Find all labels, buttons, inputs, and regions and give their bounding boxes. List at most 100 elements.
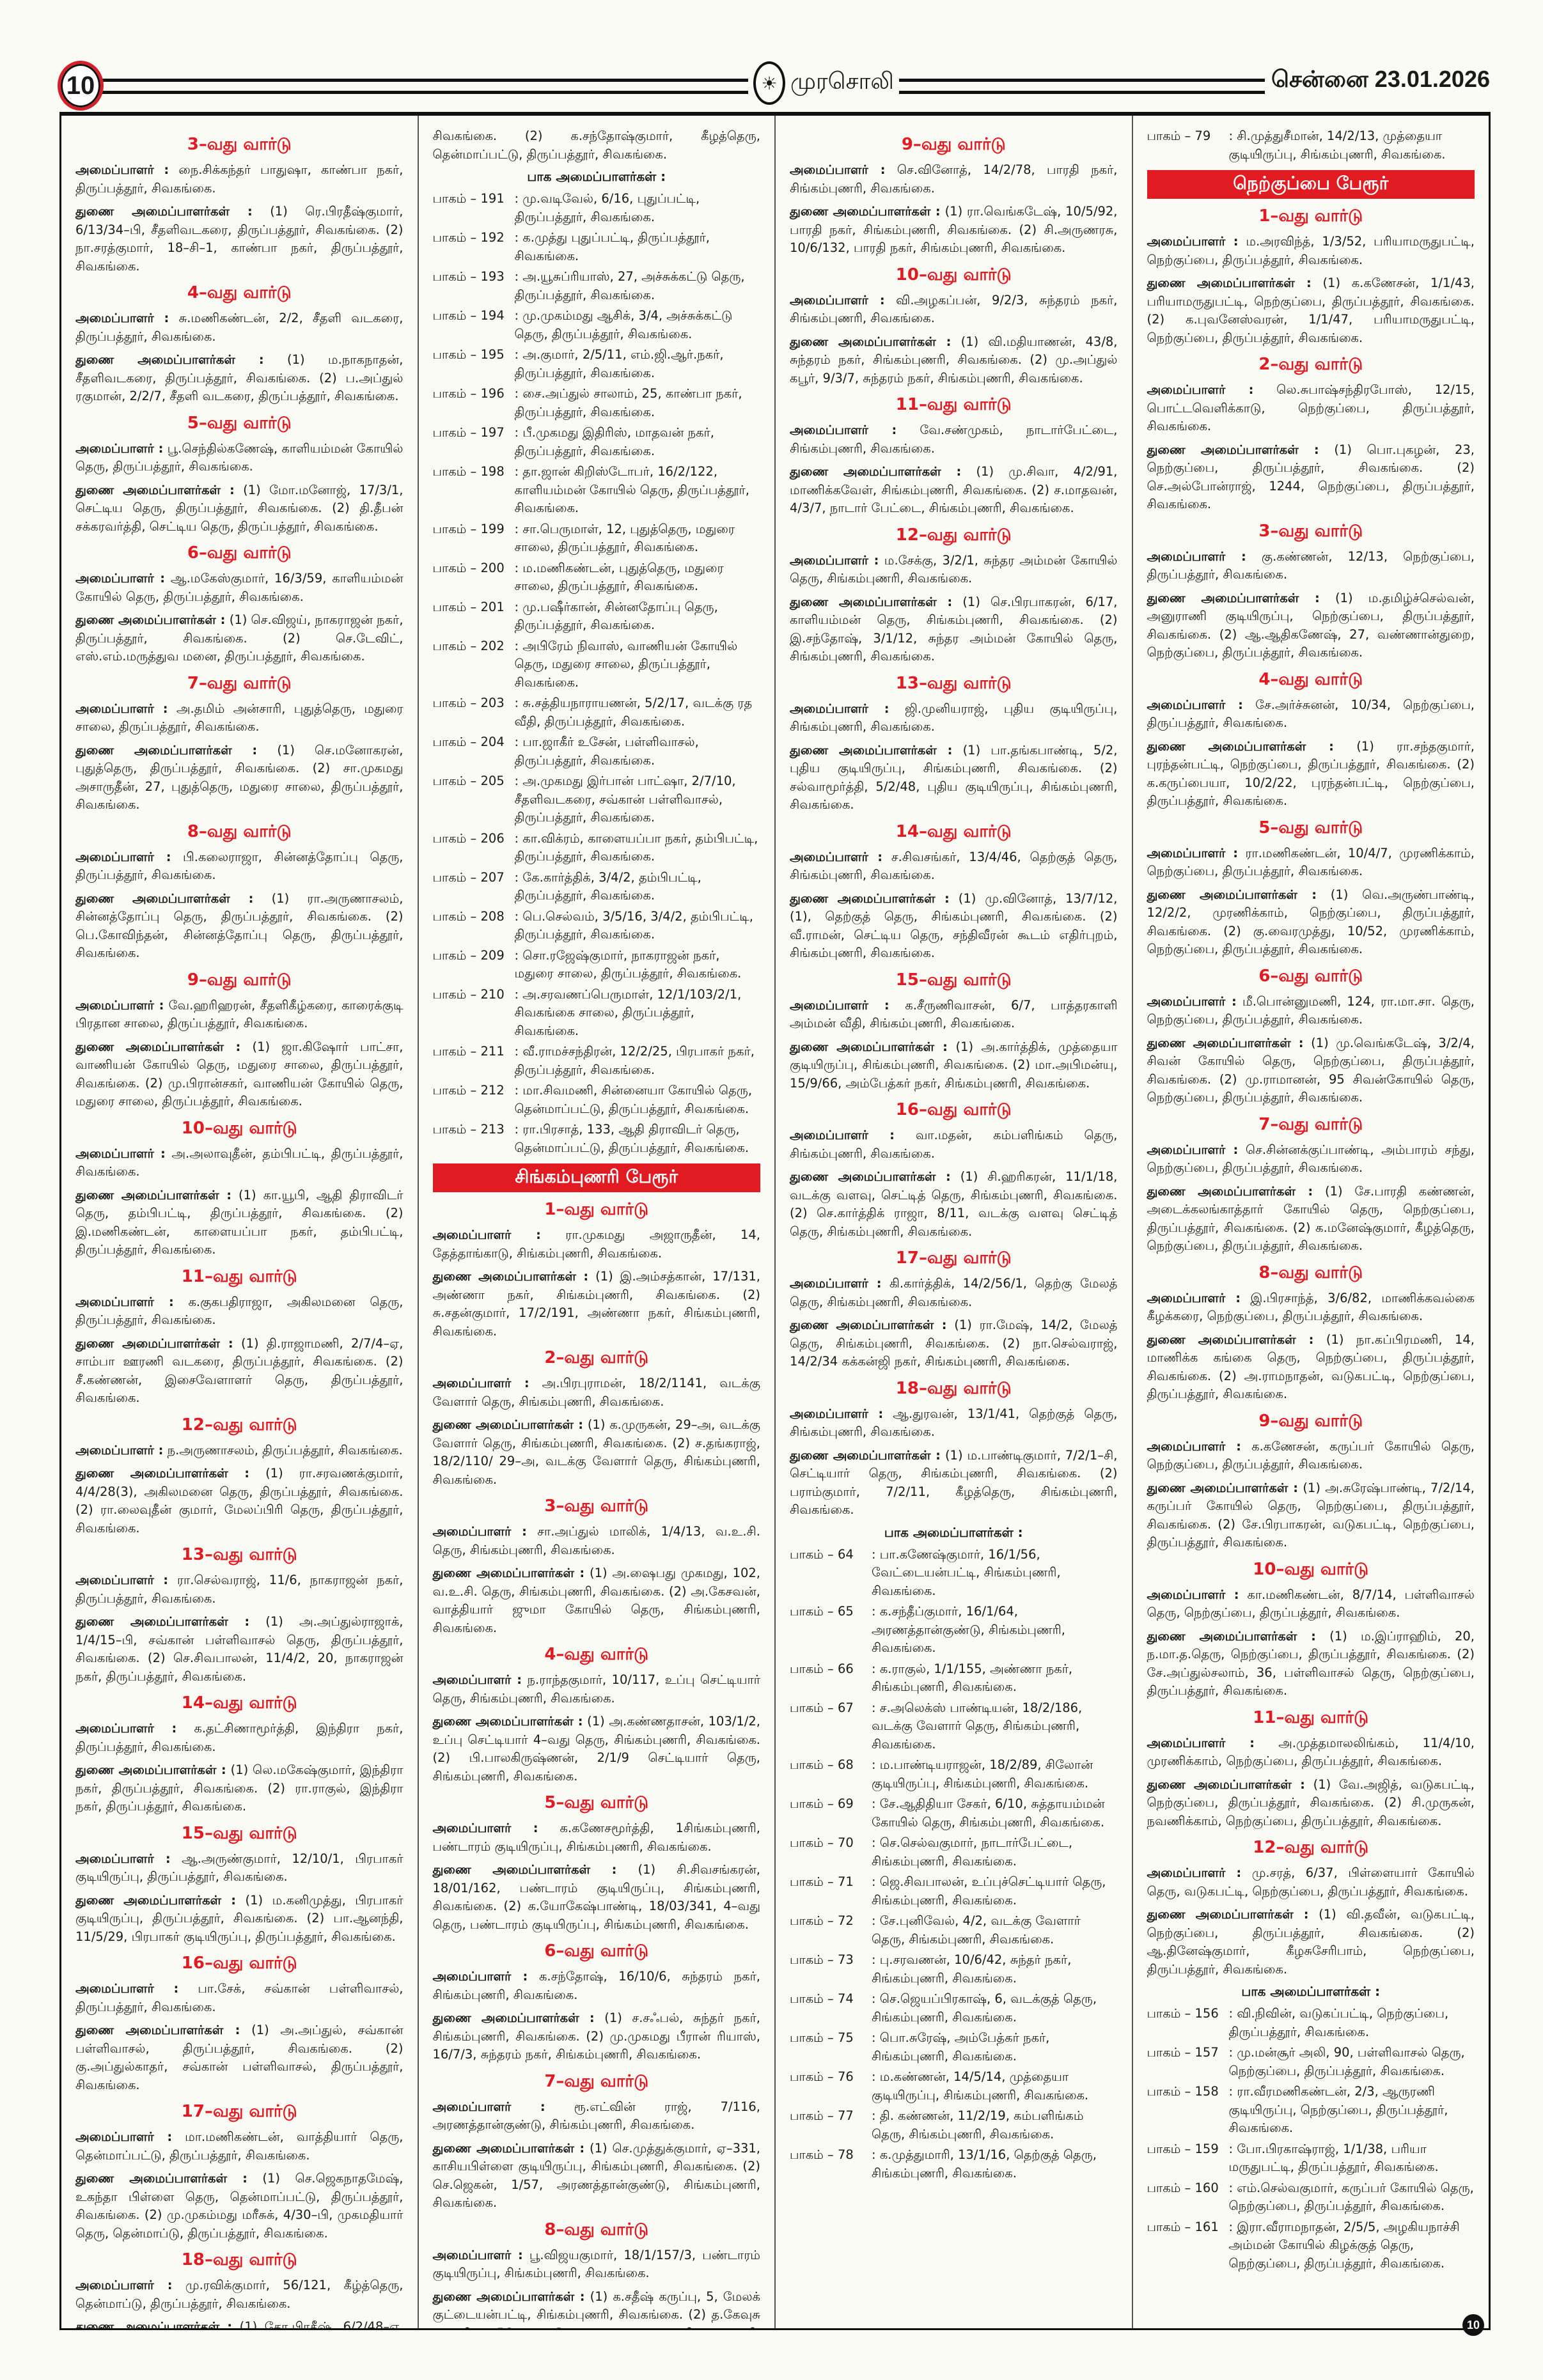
entry-text: (1) அ.அப்துல்ராஜாக், 1/4/15–பி, சவ்கான் …	[75, 1614, 403, 1684]
booth-label: பாகம் – 199	[432, 521, 505, 536]
ward-heading: 3–வது வார்டு	[544, 1497, 649, 1516]
entry-label: அமைப்பாளர் :	[790, 1128, 895, 1142]
entry-text: க.சந்தோஷ், 16/10/6, சுந்தரம் நகர், சிங்க…	[432, 1969, 761, 2002]
booth-row: பாகம் – 76: ம.கண்ணன், 14/5/14, முத்தையா …	[790, 2068, 1118, 2104]
entry-text: பா.சேக், சவ்கான் பள்ளிவாசல், திருப்பத்தூ…	[75, 1981, 403, 2014]
entry-label: துணை அமைப்பாளர்கள் :	[75, 482, 235, 497]
entry-text: (1) மு.வினோத், 13/7/12, (1), தெற்குத் தெ…	[790, 891, 1118, 961]
ward-heading: 4–வது வார்டு	[1258, 669, 1363, 689]
ward-heading: 8–வது வார்டு	[544, 2220, 649, 2239]
convenor-entry: அமைப்பாளர் : சு.மணிகண்டன், 2/2, சீதளி வட…	[75, 309, 403, 346]
column-1: 3–வது வார்டு அமைப்பாளர் : நை.சிக்கந்தர் ப…	[61, 116, 419, 2328]
deputy-entry: துணை அமைப்பாளர்கள் : (1) ம.தமிழ்ச்செல்வன…	[1147, 589, 1475, 662]
booth-row: பாகம் – 161: இரா.வீராமநாதன், 2/5/5, அழகி…	[1147, 2218, 1475, 2273]
convenor-entry: அமைப்பாளர் : ரா.முகமது அஜாருதீன், 14, தே…	[433, 1226, 761, 1263]
entry-text: (1) க.சதீஷ் கருப்பு, 5, மேலக் குட்டையன்ப…	[432, 2289, 761, 2329]
booth-row: பாகம் – 204: பா.ஜாகீர் உசேன், பள்ளிவாசல்…	[433, 733, 761, 770]
deputy-entry: துணை அமைப்பாளர்கள் : (1) கோ.பிரதீஷ், 6/2…	[75, 2318, 403, 2328]
booth-text: : அ.குமார், 2/5/11, எம்.ஜி.ஆர்.நகர், திர…	[514, 347, 724, 380]
booth-text: : மு.பஷீர்கான், சின்னதோப்பு தெரு, திருப்…	[514, 599, 718, 633]
section-banner: நெற்குப்பை பேரூர்	[1147, 170, 1475, 199]
ward-heading: 8–வது வார்டு	[187, 821, 292, 841]
entry-label: அமைப்பாளர் :	[1147, 1587, 1239, 1602]
entry-label: துணை அமைப்பாளர்கள் :	[790, 742, 953, 758]
convenor-entry: அமைப்பாளர் : அ.முத்தமாலலிங்கம், 11/4/10,…	[1147, 1734, 1475, 1771]
ward-heading: 1–வது வார்டு	[1258, 206, 1363, 226]
booth-label: பாகம் – 78	[790, 2147, 854, 2162]
ward-heading: 17–வது வார்டு	[181, 2102, 297, 2121]
booth-row: பாகம் – 71: ஜெ.சிவபாலன், உப்புச்செட்டியா…	[790, 1873, 1118, 1909]
deputy-entry: துணை அமைப்பாளர்கள் : (1) ச.சஃபல், சுந்தர…	[433, 2009, 761, 2064]
booth-row: பாகம் – 78: க.முத்துமாரி, 13/1/16, தெற்க…	[790, 2146, 1118, 2182]
entry-text: மு.சரத், 6/37, பிள்ளையார் கோயில் தெரு, வ…	[1147, 1865, 1475, 1899]
entry-label: துணை அமைப்பாளர்கள் :	[1147, 887, 1317, 902]
entry-label: அமைப்பாளர் :	[432, 1821, 538, 1835]
booth-label: பாகம் – 72	[790, 1913, 854, 1928]
convenor-entry: அமைப்பாளர் : ஆ.மகேஸ்குமார், 16/3/59, காள…	[75, 570, 403, 606]
booth-label: பாகம் – 196	[432, 386, 505, 401]
entry-text: (1) செ.ஜெகநாதமேஷ், உகந்தா பிள்ளை தெரு, த…	[75, 2171, 403, 2241]
booth-text: : அபிரேம் நிவாஸ், வாணியன் கோயில் தெரு, ம…	[514, 638, 738, 690]
ward-heading: 16–வது வார்டு	[895, 1100, 1012, 1119]
entry-text: (1) ரா.சரவணக்குமார், 4/4/28(3), அகிலமனை …	[75, 1466, 403, 1536]
deputy-entry: துணை அமைப்பாளர்கள் : (1) பொ.புகழன், 23, …	[1147, 441, 1475, 514]
entry-text: (1) சி.சிவசங்கரன், 18/01/162, பண்டாரம் க…	[432, 1862, 761, 1932]
ward-heading: 11–வது வார்டு	[1253, 1707, 1369, 1727]
entry-label: துணை அமைப்பாளர்கள் :	[75, 2319, 233, 2328]
entry-text: அ.முத்தமாலலிங்கம், 11/4/10, முரணிக்காம்,…	[1147, 1735, 1475, 1769]
entry-label: அமைப்பாளர் :	[1147, 1735, 1255, 1750]
booth-label: பாகம் – 69	[790, 1796, 854, 1811]
entry-text: (1) அ.கார்த்திக், முத்தையா குடியிருப்பு,…	[790, 1039, 1118, 1091]
booth-text: : பீ.முகமது இதிரிஸ், மாதவன் நகர், திருப்…	[514, 425, 714, 458]
entry-label: அமைப்பாளர் :	[75, 997, 164, 1013]
entry-text: மா.மணிகண்டன், வாத்தியார் தெரு, தென்மாப்ப…	[75, 2129, 403, 2163]
entry-text: சா.அப்துல் மாலிக், 1/4/13, வ.உ.சி. தெரு,…	[432, 1524, 761, 1557]
entry-text: (1) ம.இப்ராஹிம், 20, ந.மா.த.தெரு, நெற்கு…	[1147, 1628, 1475, 1699]
convenor-entry: அமைப்பாளர் : ரா.மணிகண்டன், 10/4/7, முரணி…	[1147, 844, 1475, 881]
booth-label: பாகம் – 70	[790, 1835, 854, 1850]
booth-row: பாகம் – 75: பொ.சுரேஷ், அம்பேத்கர் நகர், …	[790, 2029, 1118, 2065]
entry-label: துணை அமைப்பாளர்கள் :	[790, 891, 950, 906]
entry-label: அமைப்பாளர் :	[790, 849, 883, 864]
entry-label: அமைப்பாளர் :	[1147, 234, 1239, 249]
booth-label: பாகம் – 71	[790, 1874, 854, 1889]
convenor-entry: அமைப்பாளர் : க.சீருணிவாசன், 6/7, பாத்தரக…	[790, 997, 1118, 1033]
booth-row: பாகம் – 74: செ.ஜெயப்பிரகாஷ், 6, வடக்குத்…	[790, 1990, 1118, 2026]
booth-row: பாகம் – 65: க.சந்தீப்குமார், 16/1/64, அர…	[790, 1603, 1118, 1658]
convenor-entry: அமைப்பாளர் : ம.அரவிந்த், 1/3/52, பரியாமர…	[1147, 233, 1475, 269]
booth-text: : போ.பிரகாஷ்ராஜ், 1/1/38, பரியா மருதுபட்…	[1228, 2141, 1439, 2175]
entry-text: (1) ரெ.பிரதீஷ்குமார், 6/13/34–பி, சீதளிவ…	[75, 204, 403, 274]
entry-text: (1) சே.பாரதி கண்ணன், அடைக்கலங்காத்தார் க…	[1147, 1183, 1475, 1254]
convenor-entry: அமைப்பாளர் : ச.சிவசங்கர், 13/4/46, தெற்க…	[790, 848, 1118, 885]
entry-label: அமைப்பாளர் :	[75, 1442, 164, 1458]
booth-text: : கே.கார்த்திக், 3/4/2, தம்பிபட்டி, திரு…	[514, 869, 701, 903]
booth-row: பாகம் – 77: தி. கண்ணன், 11/2/19, கம்பளிங…	[790, 2107, 1118, 2143]
continued-text: சிவகங்கை. (2) க.சந்தோஷ்குமார், கீழத்தெரு…	[433, 127, 761, 164]
ward-heading: 6–வது வார்டு	[544, 1941, 649, 1961]
entry-text: (1) தி.ராஜாமணி, 2/7/4–ஏ, சாம்பா ஊரணி வடக…	[75, 1335, 403, 1406]
entry-label: துணை அமைப்பாளர்கள் :	[790, 1039, 948, 1054]
booth-label: பாகம் – 197	[432, 425, 505, 440]
entry-label: துணை அமைப்பாளர்கள் :	[432, 2289, 585, 2304]
deputy-entry: துணை அமைப்பாளர்கள் : (1) அ.கண்ணதாசன், 10…	[433, 1713, 761, 1785]
entry-label: அமைப்பாளர் :	[75, 1851, 171, 1866]
booth-label: பாகம் – 208	[432, 908, 505, 924]
subheading: பாக அமைப்பாளர்கள் :	[1241, 1984, 1381, 1999]
entry-text: ந.ராந்தகுமார், 10/117, உப்பு செட்டியார் …	[432, 1672, 761, 1706]
booth-text: : ம.கண்ணன், 14/5/14, முத்தையா குடியிருப்…	[872, 2069, 1089, 2103]
entry-text: இ.பிரசாந்த், 3/6/82, மாணிக்கவல்கை கீழக்க…	[1147, 1290, 1475, 1324]
deputy-entry: துணை அமைப்பாளர்கள் : (1) செ.மனோகரன், புத…	[75, 742, 403, 814]
booth-label: பாகம் – 210	[432, 986, 505, 1002]
booth-row: பாகம் – 196: சை.அப்துல் சாலாம், 25, காண்…	[433, 385, 761, 421]
convenor-entry: அமைப்பாளர் : அ.பிரபுராமன், 18/2/1141, வட…	[433, 1374, 761, 1411]
entry-label: அமைப்பாளர் :	[790, 1276, 882, 1291]
entry-label: அமைப்பாளர் :	[1147, 1865, 1242, 1880]
masthead: 10 ☀ முரசொலி சென்னை 23.01.2026	[58, 61, 1490, 111]
entry-text: (1) வி.தவீன், வடுகபட்டி, நெற்குப்பை, திர…	[1147, 1907, 1475, 1977]
deputy-entry: துணை அமைப்பாளர்கள் : (1) ம.நாகநாதன், சீத…	[75, 351, 403, 406]
convenor-entry: அமைப்பாளர் : வே.சண்முகம், நாடார்பேட்டை, …	[790, 421, 1118, 458]
entry-label: துணை அமைப்பாளர்கள் :	[1147, 738, 1334, 754]
entry-label: அமைப்பாளர் :	[75, 1294, 174, 1309]
convenor-entry: அமைப்பாளர் : ரூ.எட்வின் ராஜ், 7/116, அரண…	[433, 2098, 761, 2135]
booth-text: : ரா.வீரமணிகண்டன், 2/3, ஆருரணி குடியிருப…	[1228, 2084, 1448, 2135]
